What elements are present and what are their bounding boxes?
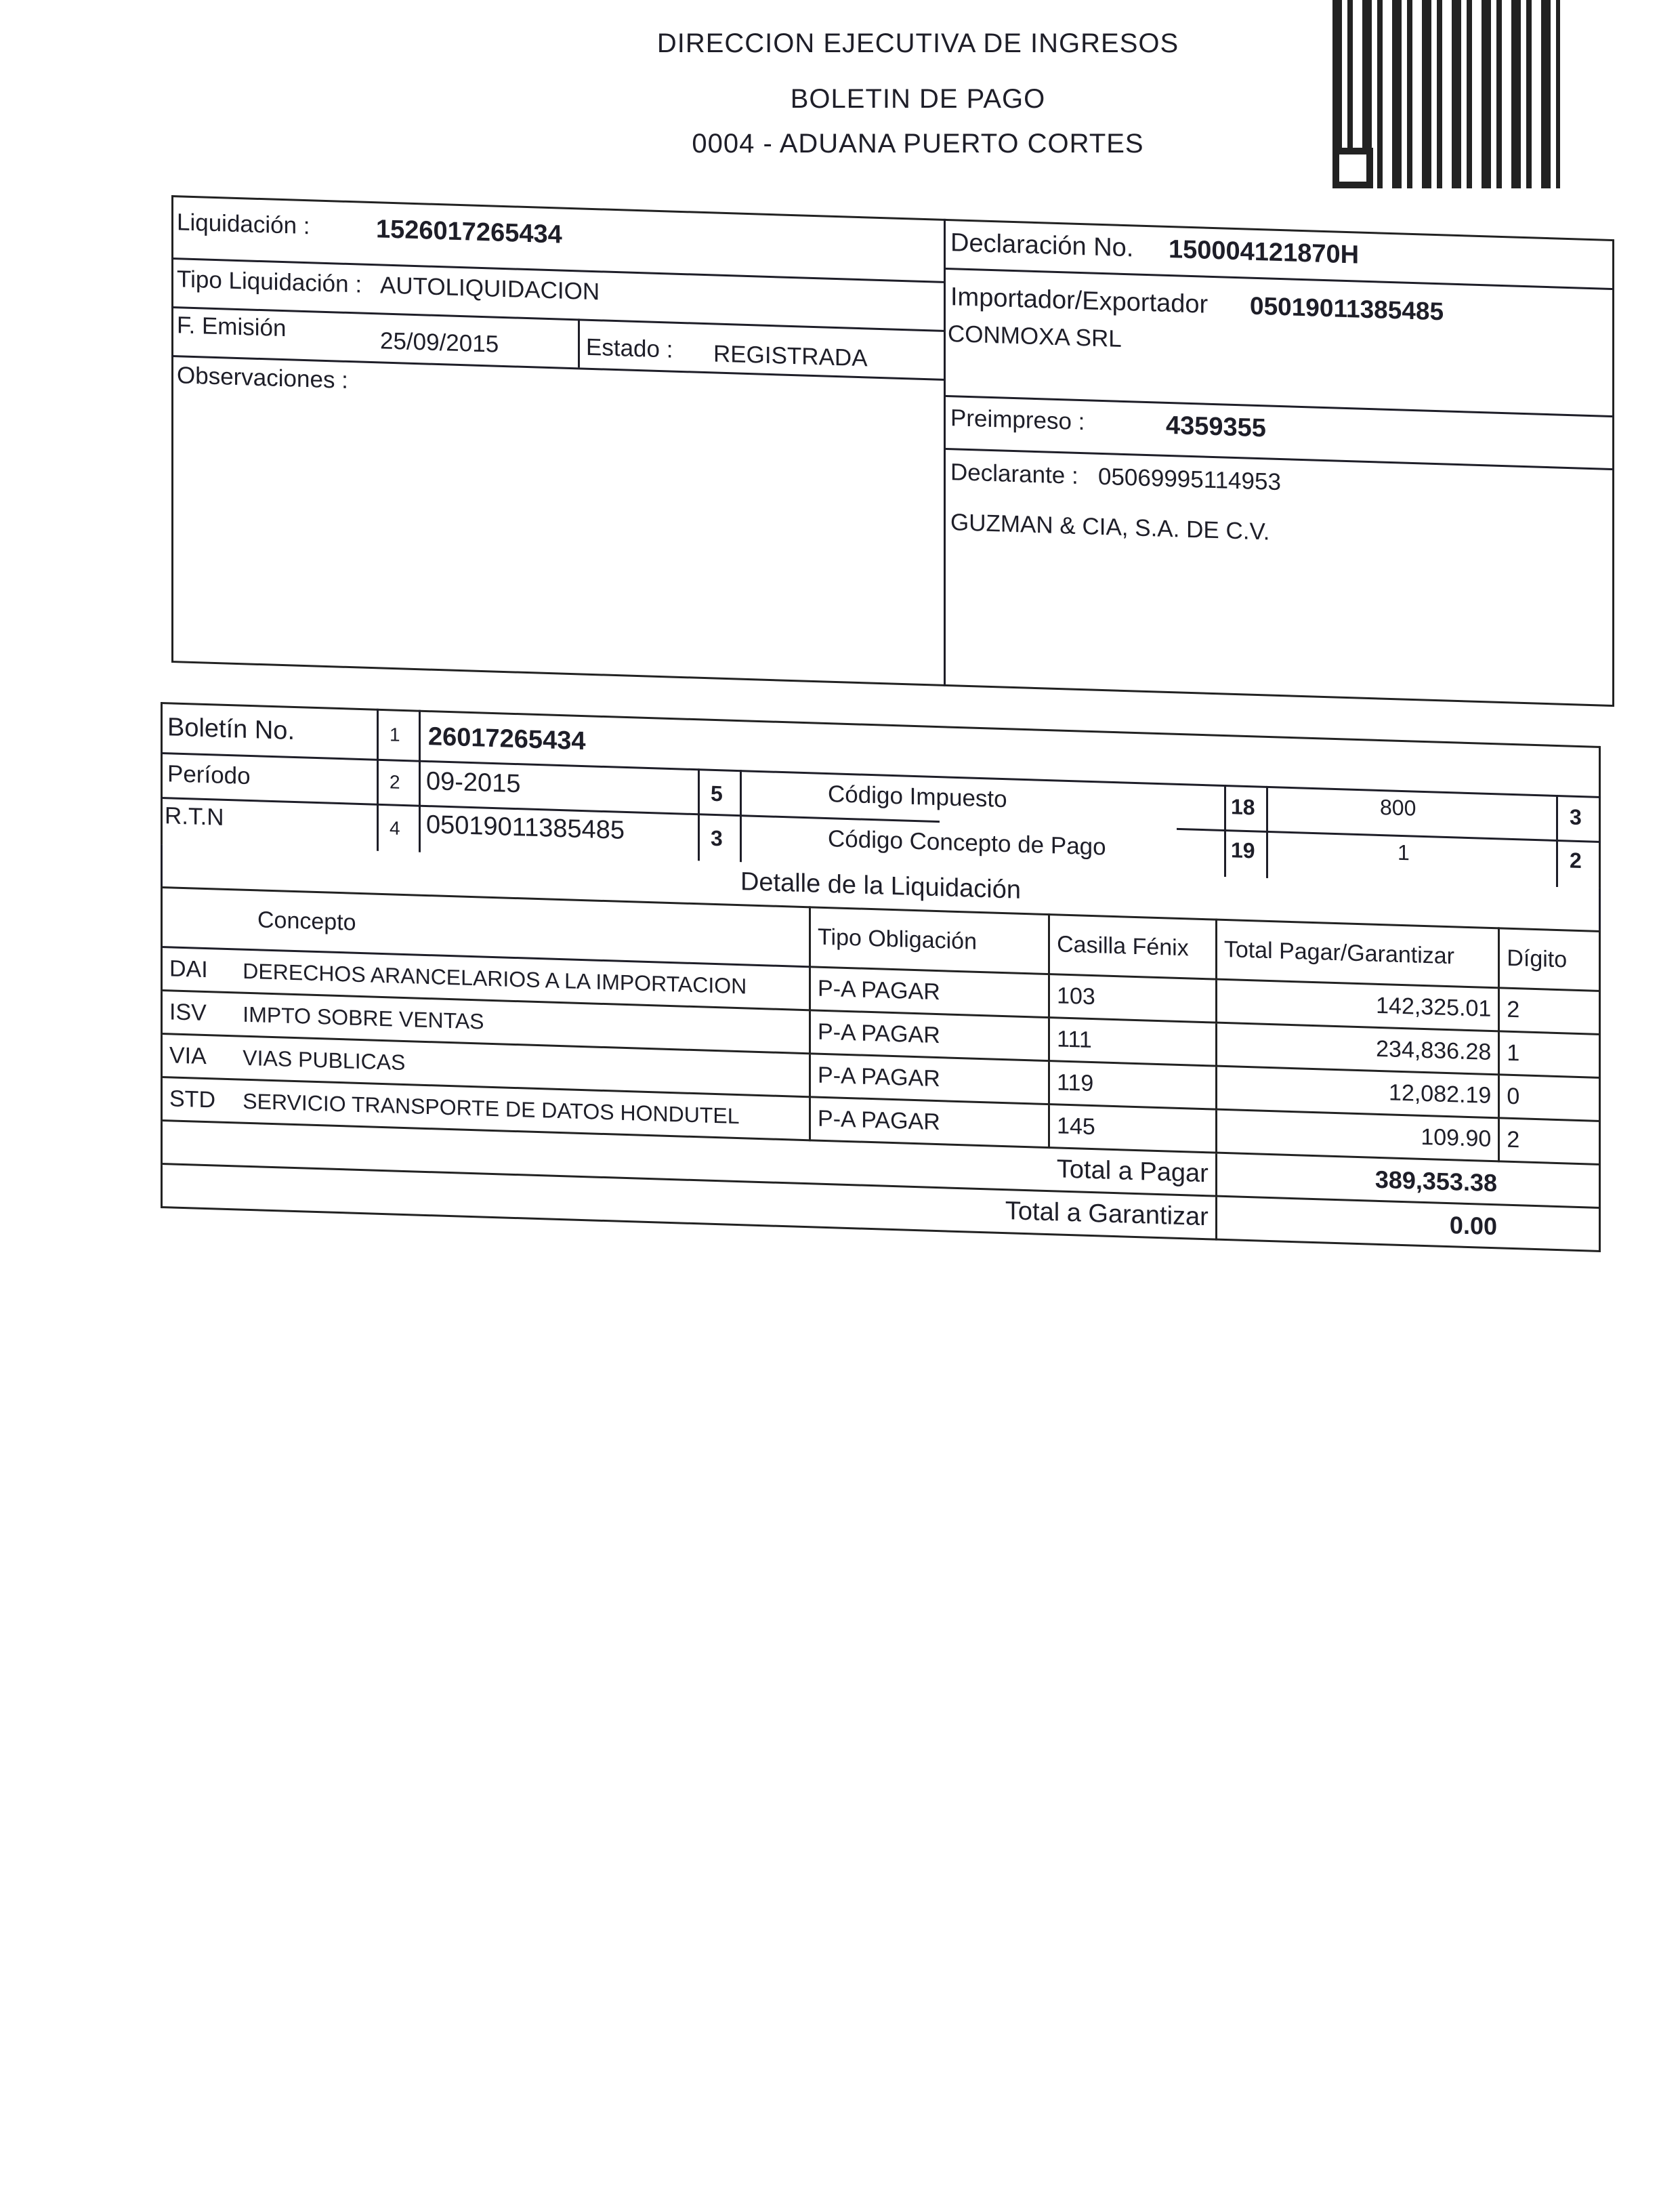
tipo-obligacion: P-A PAGAR — [810, 1010, 1049, 1061]
col-tipo: Tipo Obligación — [810, 907, 1049, 974]
impuesto-field-number: 18 — [1231, 794, 1255, 820]
box-5: 5 — [711, 781, 723, 806]
liquidation-info-box: Liquidación : 1526017265434 Tipo Liquida… — [171, 195, 1614, 707]
rtn-field-number: 4 — [390, 817, 400, 839]
tipo-obligacion: P-A PAGAR — [810, 966, 1049, 1018]
declaracion-label: Declaración No. — [950, 228, 1134, 263]
tipo-liquidacion-label: Tipo Liquidación : — [177, 266, 362, 298]
document-title: BOLETIN DE PAGO — [790, 84, 1046, 114]
agency-title: DIRECCION EJECUTIVA DE INGRESOS — [656, 28, 1179, 58]
digito: 1 — [1498, 1031, 1600, 1078]
estado-label: Estado : — [586, 333, 673, 363]
liquidacion-value: 1526017265434 — [376, 215, 562, 249]
declarante-label: Declarante : — [950, 459, 1078, 489]
observaciones-label: Observaciones : — [177, 362, 348, 394]
periodo-field-number: 2 — [390, 771, 400, 793]
casilla: 103 — [1049, 974, 1217, 1023]
importador-name: CONMOXA SRL — [948, 321, 1122, 352]
declarante-id: 05069995114953 — [1098, 463, 1281, 496]
digito: 2 — [1498, 987, 1600, 1035]
digito: 0 — [1498, 1074, 1600, 1121]
digito: 2 — [1498, 1117, 1600, 1165]
liquidacion-label: Liquidación : — [177, 209, 310, 240]
preimpreso-label: Preimpreso : — [950, 405, 1085, 436]
impuesto-value: 800 — [1380, 794, 1416, 821]
concepto-digit: 2 — [1570, 848, 1582, 873]
concept-code: STD — [161, 1077, 236, 1123]
boletin-value: 26017265434 — [428, 722, 586, 756]
boletin-box: Boletín No. 1 26017265434 Período 2 09-2… — [161, 702, 1601, 1268]
rtn-label: R.T.N — [165, 802, 224, 831]
declaracion-value: 150004121870H — [1169, 234, 1360, 270]
boletin-label: Boletín No. — [167, 713, 295, 746]
emision-value: 25/09/2015 — [380, 327, 499, 358]
emision-label: F. Emisión — [177, 312, 287, 342]
periodo-label: Período — [167, 760, 251, 790]
concepto-field-number: 19 — [1231, 838, 1255, 863]
detalle-table: Concepto Tipo Obligación Casilla Fénix T… — [161, 886, 1601, 1252]
preimpreso-value: 4359355 — [1166, 411, 1266, 443]
customs-office: 0004 - ADUANA PUERTO CORTES — [692, 129, 1144, 159]
concepto-value: 1 — [1398, 840, 1410, 865]
concept-code: DAI — [161, 947, 236, 993]
box-3: 3 — [711, 825, 723, 851]
estado-value: REGISTRADA — [713, 340, 868, 372]
boletin-field-number: 1 — [390, 724, 400, 745]
periodo-value: 09-2015 — [426, 766, 521, 799]
col-casilla: Casilla Fénix — [1049, 914, 1217, 980]
impuesto-digit: 3 — [1570, 804, 1582, 830]
tipo-obligacion: P-A PAGAR — [810, 1053, 1049, 1105]
casilla: 119 — [1049, 1060, 1217, 1110]
concept-code: VIA — [161, 1033, 236, 1079]
col-total: Total Pagar/Garantizar — [1216, 920, 1499, 988]
casilla: 111 — [1049, 1017, 1217, 1067]
qr-code — [1332, 0, 1560, 188]
importador-id: 05019011385485 — [1250, 291, 1444, 326]
concept-code: ISV — [161, 990, 236, 1036]
casilla: 145 — [1049, 1104, 1217, 1153]
codigo-impuesto-label: Código Impuesto — [828, 781, 1007, 813]
col-digito: Dígito — [1498, 928, 1600, 991]
rtn-value: 05019011385485 — [426, 810, 625, 845]
tipo-obligacion: P-A PAGAR — [810, 1096, 1049, 1148]
